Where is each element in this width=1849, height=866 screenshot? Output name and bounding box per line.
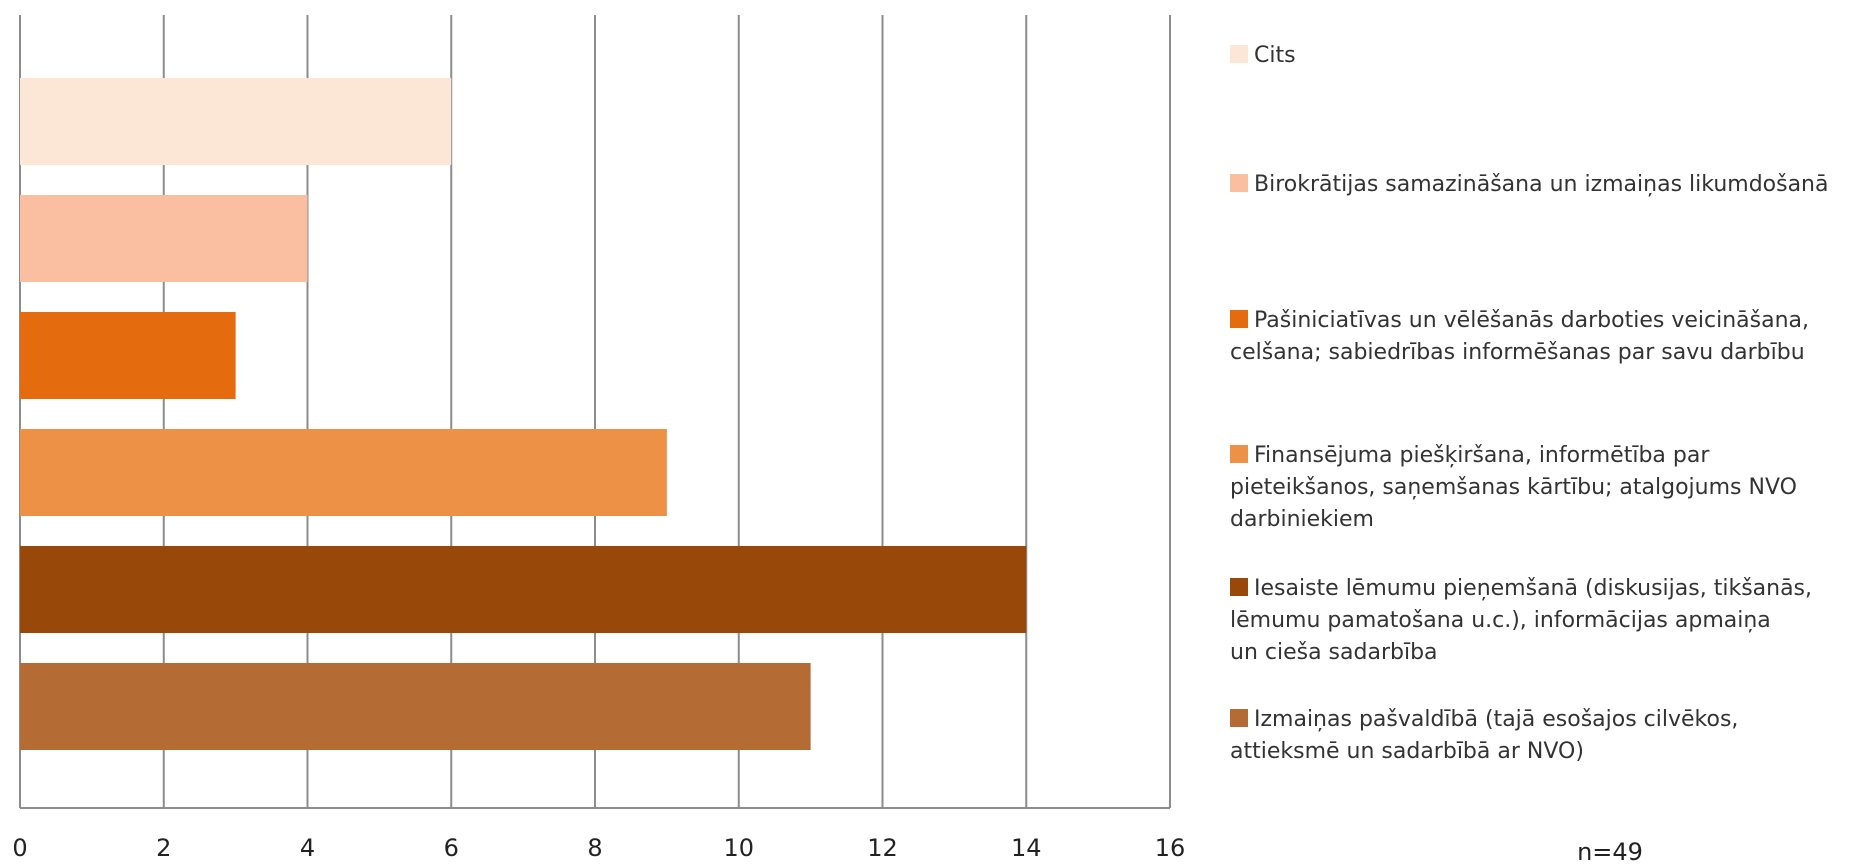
legend-swatch-2 [1230, 174, 1248, 192]
legend-swatch-6 [1230, 709, 1248, 727]
x-axis: 0 2 4 6 8 10 12 14 16 [12, 807, 1186, 862]
x-tick-label-4: 4 [300, 834, 315, 862]
bar-5 [20, 546, 1027, 633]
legend-entry-1: Cits [1254, 43, 1296, 68]
x-tick-label-6: 6 [444, 834, 459, 862]
legend-line-5-2: lēmumu pamatošana u.c.), informācijas ap… [1230, 608, 1771, 633]
legend-line-6-2: attieksmē un sadarbībā ar NVO) [1230, 739, 1584, 764]
legend-line-1-1: Cits [1254, 43, 1296, 68]
x-tick-label-16: 16 [1155, 834, 1186, 862]
legend-line-4-1: Finansējuma piešķiršana, informētība par [1254, 443, 1710, 468]
legend-line-6-1: Izmaiņas pašvaldībā (tajā esošajos cilvē… [1254, 707, 1738, 732]
legend-line-3-1: Pašiniciatīvas un vēlēšanās darboties ve… [1254, 308, 1809, 333]
x-tick-label-10: 10 [723, 834, 754, 862]
legend-swatch-3 [1230, 310, 1248, 328]
legend-line-4-3: darbiniekiem [1230, 507, 1374, 532]
legend-swatch-5 [1230, 578, 1248, 596]
bar-1 [20, 78, 452, 165]
bars [20, 78, 1027, 750]
legend-swatch-1 [1230, 45, 1248, 63]
legend-entry-5: Iesaiste lēmumu pieņemšanā (diskusijas, … [1230, 576, 1812, 665]
legend-swatch-4 [1230, 445, 1248, 463]
legend-line-5-1: Iesaiste lēmumu pieņemšanā (diskusijas, … [1254, 576, 1812, 601]
bar-3 [20, 312, 236, 399]
legend-entry-6: Izmaiņas pašvaldībā (tajā esošajos cilvē… [1230, 707, 1738, 764]
legend-line-5-3: un cieša sadarbība [1230, 640, 1438, 665]
legend-entry-2: Birokrātijas samazināšana un izmaiņas li… [1254, 172, 1828, 197]
legend-line-2-1: Birokrātijas samazināšana un izmaiņas li… [1254, 172, 1828, 197]
x-tick-label-2: 2 [156, 834, 171, 862]
legend-line-3-2: celšana; sabiedrības informēšanas par sa… [1230, 340, 1805, 365]
x-tick-label-14: 14 [1011, 834, 1042, 862]
x-tick-label-0: 0 [12, 834, 27, 862]
bar-2 [20, 195, 308, 282]
sample-size-note: n=49 [1577, 838, 1643, 866]
legend-line-4-2: pieteikšanos, saņemšanas kārtību; atalgo… [1230, 475, 1797, 500]
x-tick-label-12: 12 [867, 834, 898, 862]
legend-entry-3: Pašiniciatīvas un vēlēšanās darboties ve… [1230, 308, 1809, 365]
legend: Cits Birokrātijas samazināšana un izmaiņa… [1230, 43, 1828, 764]
bar-4 [20, 429, 667, 516]
legend-entry-4: Finansējuma piešķiršana, informētība par… [1230, 443, 1797, 532]
bar-6 [20, 663, 811, 750]
x-tick-label-8: 8 [587, 834, 602, 862]
